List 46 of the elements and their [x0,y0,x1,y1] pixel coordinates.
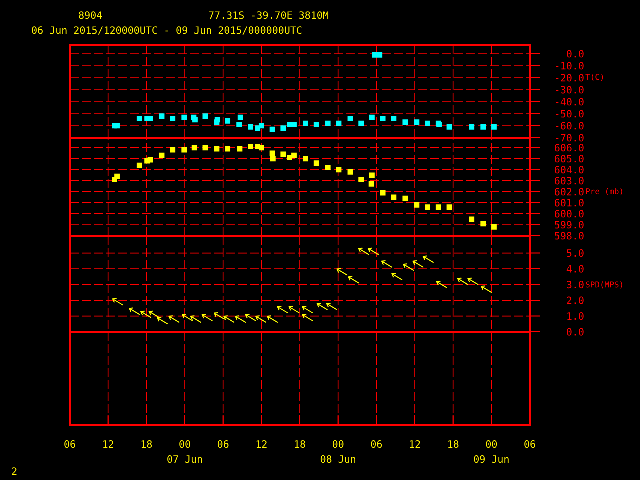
y-tick-label: 605.0 [555,155,584,163]
text: 77.31S -39.70E 3810M [209,12,329,20]
y-tick-label: 599.0 [555,221,584,229]
x-tick-label: 18 [142,440,152,448]
y-tick-label: 603.0 [555,177,584,185]
y-tick-label: 0.0 [567,50,584,58]
y-tick-label: 602.0 [555,188,584,196]
y-axis-title: T(C) [586,74,604,82]
x-tick-label: 00 [486,440,498,448]
x-tick-label: 12 [410,440,420,448]
x-tick-label: 06 [64,440,76,448]
y-tick-label: 3.0 [567,281,584,289]
y-tick-label: -50.0 [556,110,584,118]
y-tick-label: 598.0 [555,232,584,240]
x-tick-label: 06 [218,440,229,448]
y-tick-label: 1.0 [568,312,584,320]
text: 2 [12,468,17,475]
y-tick-label: -20.0 [556,74,584,82]
y-axis-title: Pre (mb) [586,188,622,196]
y-tick-label: -60.0 [556,122,584,130]
x2-tick-label: 07 Jun [168,456,202,464]
x-tick-label: 00 [332,440,344,448]
y-tick-label: 601.0 [555,199,584,207]
x-tick-label: 12 [256,440,267,448]
y-tick-label: 604.0 [555,166,584,174]
y-tick-label: 5.0 [567,250,584,258]
chart-title: 8904 [79,12,102,20]
y-tick-label: 600.0 [555,210,584,218]
x-tick-label: 06 [371,440,382,448]
y-tick-label: -40.0 [556,98,584,106]
x-tick-label: 12 [104,440,114,448]
y-tick-label: 4.0 [566,265,584,273]
x2-tick-label: 09 Jun [474,456,509,464]
x-tick-label: 18 [448,440,459,448]
x2-tick-label: 08 Jun [320,456,356,464]
y-tick-label: -30.0 [556,86,584,94]
y-tick-label: 2.0 [567,296,584,304]
x-tick-label: 06 [524,440,536,448]
chart-subtitle: 06 Jun 2015/120000UTC - 09 Jun 2015/000000UTC [32,26,302,35]
x-tick-label: 00 [180,440,190,448]
y-tick-label: 0.0 [567,328,584,336]
y-tick-label: -70.0 [556,134,584,142]
y-tick-label: -10.0 [556,62,584,70]
x-tick-label: 18 [295,440,306,448]
y-tick-label: 606.0 [555,144,584,152]
y-axis-title: SPD(MPS) [586,282,622,289]
